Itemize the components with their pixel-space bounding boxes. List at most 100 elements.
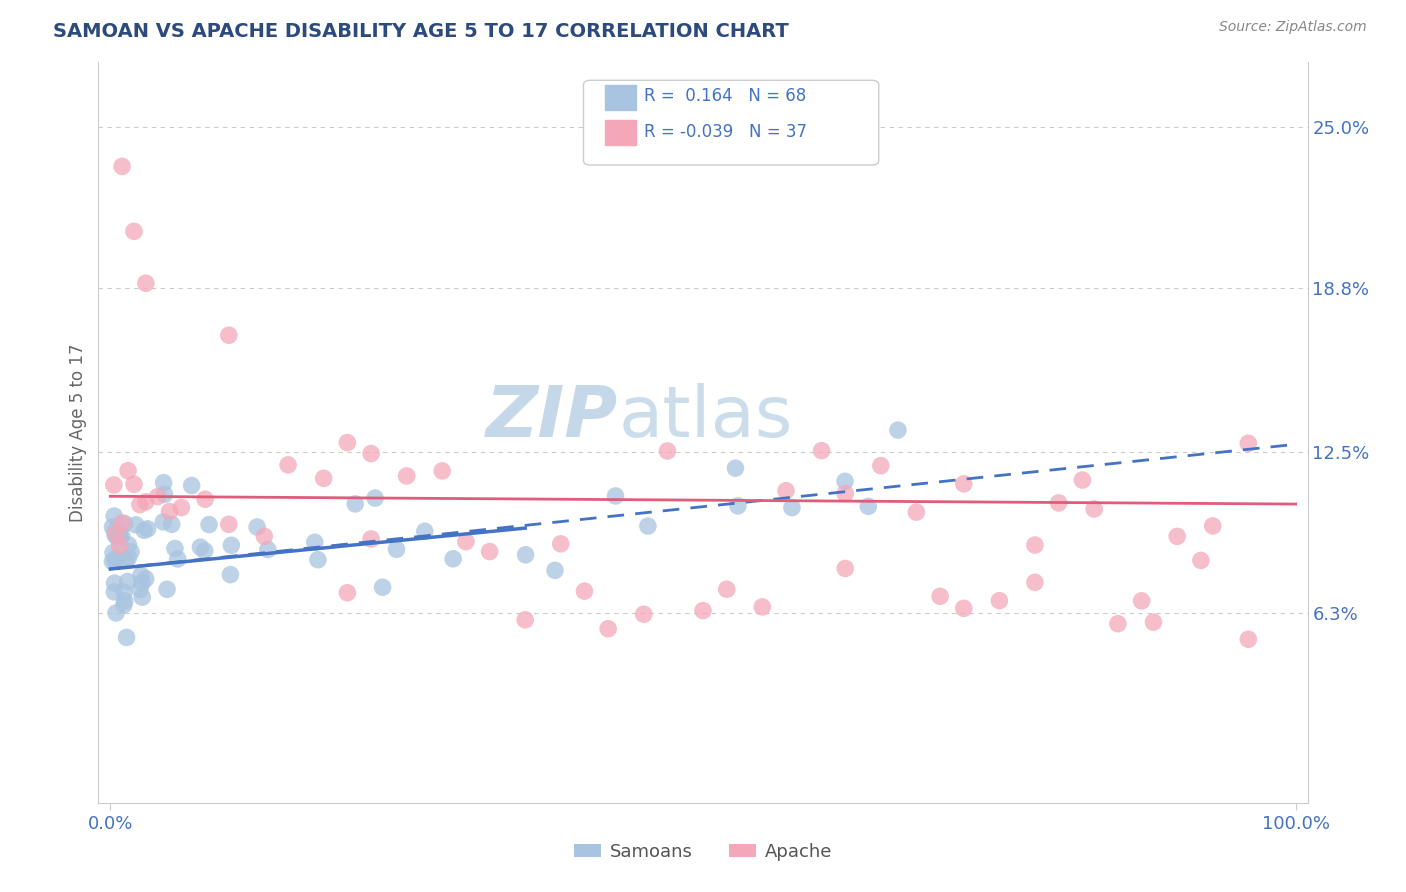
- Point: [111, 516, 134, 530]
- Point: [441, 551, 464, 566]
- Point: [153, 487, 176, 501]
- Point: [112, 585, 135, 599]
- Point: [135, 572, 157, 586]
- Point: [1024, 538, 1046, 552]
- Point: [105, 606, 128, 620]
- Point: [277, 458, 299, 472]
- Point: [122, 477, 145, 491]
- Point: [887, 423, 910, 437]
- Point: [117, 550, 139, 565]
- Point: [105, 552, 128, 566]
- Point: [724, 461, 747, 475]
- Point: [219, 567, 242, 582]
- Point: [111, 159, 134, 173]
- Point: [156, 582, 179, 597]
- Point: [716, 582, 738, 597]
- Point: [166, 552, 188, 566]
- Point: [371, 580, 394, 594]
- Point: [104, 524, 127, 539]
- Point: [1083, 502, 1105, 516]
- Text: R =  0.164   N = 68: R = 0.164 N = 68: [644, 87, 806, 105]
- Point: [605, 489, 627, 503]
- Point: [160, 517, 183, 532]
- Point: [344, 497, 367, 511]
- Point: [1107, 616, 1129, 631]
- Point: [218, 517, 240, 532]
- Point: [1237, 436, 1260, 450]
- Point: [103, 576, 125, 591]
- Point: [105, 554, 128, 568]
- Point: [198, 517, 221, 532]
- Point: [780, 500, 803, 515]
- Point: [101, 520, 124, 534]
- Point: [120, 544, 142, 558]
- Point: [952, 476, 974, 491]
- Point: [692, 604, 714, 618]
- Point: [550, 537, 572, 551]
- Point: [107, 531, 129, 545]
- Point: [360, 532, 382, 546]
- Text: Source: ZipAtlas.com: Source: ZipAtlas.com: [1219, 20, 1367, 34]
- Point: [478, 544, 501, 558]
- Point: [869, 458, 891, 473]
- Text: SAMOAN VS APACHE DISABILITY AGE 5 TO 17 CORRELATION CHART: SAMOAN VS APACHE DISABILITY AGE 5 TO 17 …: [53, 22, 789, 41]
- Point: [135, 495, 157, 509]
- Point: [988, 593, 1011, 607]
- Point: [336, 435, 359, 450]
- Point: [101, 546, 124, 560]
- Legend: Samoans, Apache: Samoans, Apache: [567, 836, 839, 868]
- Point: [108, 539, 131, 553]
- Point: [454, 534, 477, 549]
- Point: [190, 540, 212, 554]
- Point: [834, 475, 856, 489]
- Point: [117, 464, 139, 478]
- Point: [129, 568, 152, 582]
- Point: [834, 486, 856, 500]
- Point: [103, 478, 125, 492]
- Point: [633, 607, 655, 622]
- Point: [246, 520, 269, 534]
- Point: [180, 478, 202, 492]
- Point: [929, 589, 952, 603]
- Point: [574, 584, 596, 599]
- Point: [637, 519, 659, 533]
- Point: [727, 499, 749, 513]
- Point: [336, 586, 359, 600]
- Y-axis label: Disability Age 5 to 17: Disability Age 5 to 17: [69, 343, 87, 522]
- Point: [104, 551, 127, 566]
- Point: [515, 613, 537, 627]
- Point: [834, 561, 856, 575]
- Text: R = -0.039   N = 37: R = -0.039 N = 37: [644, 123, 807, 141]
- Point: [163, 541, 186, 556]
- Point: [131, 575, 153, 590]
- Point: [115, 631, 138, 645]
- Point: [146, 490, 169, 504]
- Point: [129, 582, 152, 597]
- Point: [395, 469, 418, 483]
- Point: [810, 443, 832, 458]
- Point: [114, 516, 136, 531]
- Point: [385, 542, 408, 557]
- Point: [1189, 553, 1212, 567]
- Point: [112, 598, 135, 612]
- Point: [1202, 519, 1225, 533]
- Point: [253, 529, 276, 543]
- Point: [952, 601, 974, 615]
- Point: [360, 446, 382, 460]
- Point: [101, 554, 124, 568]
- Point: [1237, 632, 1260, 647]
- Point: [108, 530, 131, 544]
- Point: [1047, 496, 1070, 510]
- Point: [858, 500, 880, 514]
- Point: [105, 526, 128, 541]
- Point: [312, 471, 335, 485]
- Point: [218, 328, 240, 343]
- Point: [152, 515, 174, 529]
- Point: [432, 464, 454, 478]
- Point: [114, 553, 136, 567]
- Point: [1166, 529, 1188, 543]
- Point: [307, 553, 329, 567]
- Point: [103, 508, 125, 523]
- Point: [598, 622, 620, 636]
- Point: [256, 542, 278, 557]
